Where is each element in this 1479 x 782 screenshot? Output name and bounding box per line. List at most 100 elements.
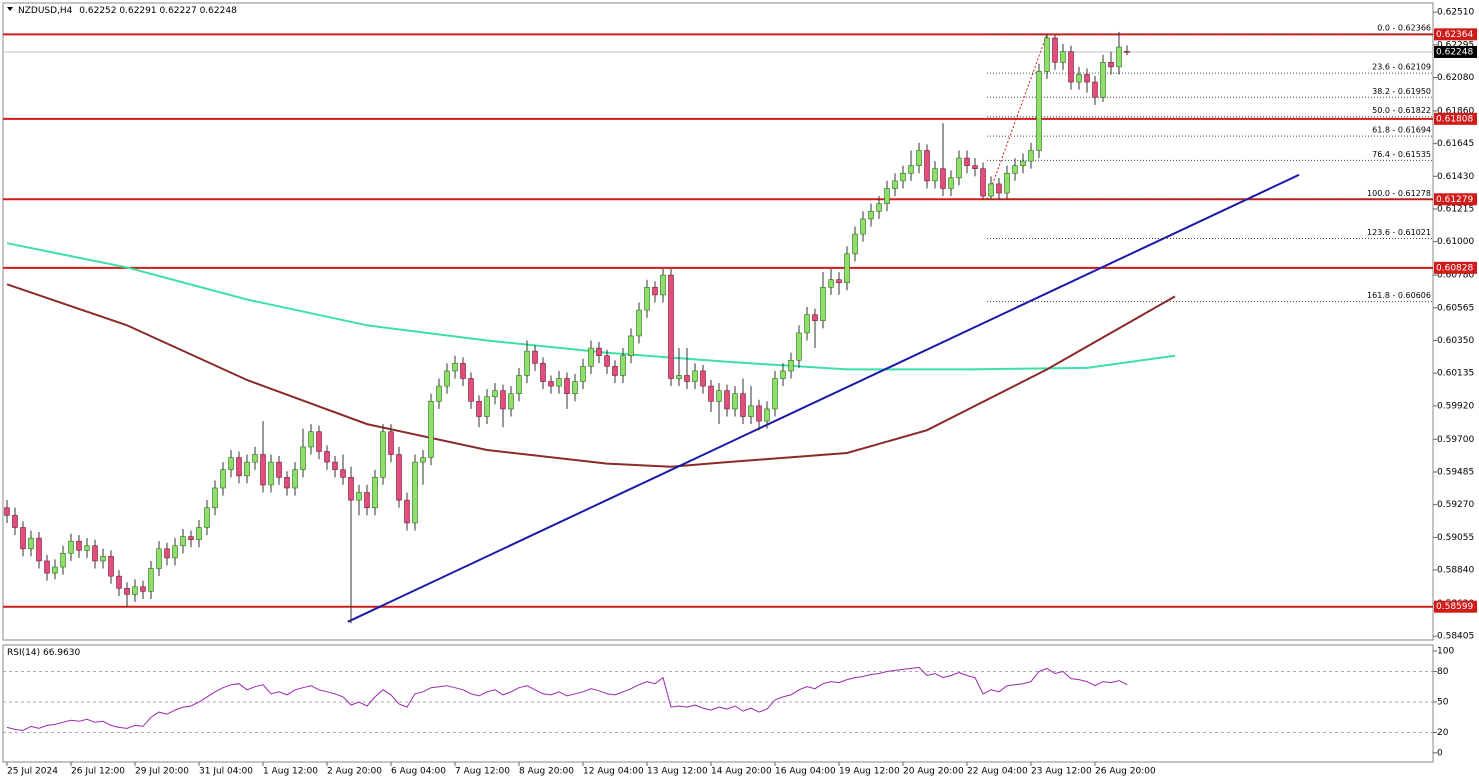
candle-body xyxy=(444,370,450,387)
fib-label: 76.4 - 0.61535 xyxy=(1372,150,1431,159)
candle-body xyxy=(1092,81,1098,98)
candle-body xyxy=(932,168,938,182)
candle-body xyxy=(148,568,154,592)
rsi-name: RSI(14) xyxy=(7,648,40,658)
candle-body xyxy=(428,401,434,458)
candle-body xyxy=(452,363,458,372)
candle-body xyxy=(108,556,114,577)
x-tick-label: 1 Aug 12:00 xyxy=(263,767,318,777)
candle-body xyxy=(1116,46,1122,68)
candle-body xyxy=(116,575,122,589)
candle-body xyxy=(460,363,466,379)
candle-body xyxy=(780,370,786,379)
candle-body xyxy=(612,366,618,376)
candle-body xyxy=(772,378,778,410)
y-tick-label: 0.60350 xyxy=(1437,336,1474,346)
candle-body xyxy=(284,477,290,489)
candle-body xyxy=(508,393,514,410)
candle-body xyxy=(76,540,82,551)
candle-body xyxy=(484,396,490,417)
candle-body xyxy=(1084,74,1090,83)
x-tick-label: 25 Jul 2024 xyxy=(7,767,58,777)
candle-body xyxy=(180,536,186,547)
candle-body xyxy=(884,188,890,204)
rsi-tick-label: 50 xyxy=(1437,697,1449,707)
candle-body xyxy=(620,355,626,376)
y-tick-label: 0.60135 xyxy=(1437,369,1474,379)
candle-body xyxy=(900,172,906,182)
candle-body xyxy=(236,457,242,477)
rsi-frame xyxy=(2,644,1434,763)
x-tick-label: 6 Aug 04:00 xyxy=(391,767,446,777)
candle-body xyxy=(20,527,26,550)
candle-body xyxy=(660,274,666,296)
candle-body xyxy=(580,366,586,382)
symbol: NZDUSD,H4 xyxy=(18,6,73,16)
candle-body xyxy=(12,515,18,528)
x-tick-label: 19 Aug 12:00 xyxy=(839,767,900,777)
candle-body xyxy=(980,168,986,197)
candle-body xyxy=(380,431,386,478)
candle-body xyxy=(188,536,194,540)
open: 0.62252 xyxy=(79,6,116,16)
candle-body xyxy=(732,393,738,410)
candle-body xyxy=(532,350,538,364)
y-tick-label: 0.59055 xyxy=(1437,533,1474,543)
candle-body xyxy=(972,165,978,170)
candle-body xyxy=(692,370,698,382)
fib-label: 161.8 - 0.60606 xyxy=(1367,291,1431,300)
level-label: 0.61808 xyxy=(1436,114,1473,124)
x-tick-label: 22 Aug 04:00 xyxy=(967,767,1028,777)
level-label: 0.62364 xyxy=(1436,30,1473,40)
current-price-label: 0.62248 xyxy=(1436,47,1473,57)
level-label-box xyxy=(1434,112,1477,125)
candle-body xyxy=(1100,61,1106,98)
x-tick-label: 13 Aug 12:00 xyxy=(647,767,708,777)
candle-body xyxy=(468,378,474,402)
candle-body xyxy=(844,253,850,284)
candle-body xyxy=(348,477,354,501)
candle-body xyxy=(716,390,722,402)
rsi-tick-label: 100 xyxy=(1437,647,1454,657)
candle-body xyxy=(852,233,858,255)
candle-body xyxy=(260,454,266,486)
candle-body xyxy=(996,183,1002,194)
candle-body xyxy=(548,381,554,387)
candle-body xyxy=(748,405,754,417)
candle-body xyxy=(588,347,594,367)
fib-label: 23.6 - 0.62109 xyxy=(1372,63,1431,72)
candle-body xyxy=(36,537,42,562)
candle-body xyxy=(940,168,946,189)
candle-body xyxy=(396,454,402,501)
rsi-header: RSI(14) 66.9630 xyxy=(7,648,80,658)
level-label-box xyxy=(1434,193,1477,206)
candle-body xyxy=(52,566,58,574)
candle-body xyxy=(964,157,970,166)
fib-label: 100.0 - 0.61278 xyxy=(1367,189,1431,198)
candle-body xyxy=(756,405,762,422)
candle-body xyxy=(676,375,682,379)
fib-label: 38.2 - 0.61950 xyxy=(1372,87,1431,96)
candle-body xyxy=(1060,51,1066,63)
candle-body xyxy=(124,588,130,595)
candle-body xyxy=(948,177,954,189)
candle-body xyxy=(436,385,442,402)
candle-body xyxy=(876,203,882,212)
candle-body xyxy=(868,210,874,220)
y-tick-label: 0.58405 xyxy=(1437,632,1474,642)
candle-body xyxy=(628,335,634,357)
candle-body xyxy=(516,375,522,395)
candle-body xyxy=(1036,71,1042,151)
x-tick-label: 7 Aug 12:00 xyxy=(455,767,510,777)
candle-body xyxy=(60,553,66,568)
candle-body xyxy=(796,332,802,361)
candle-body xyxy=(492,390,498,398)
candle-body xyxy=(68,540,74,554)
y-tick-label: 0.62080 xyxy=(1437,73,1474,83)
candle-body xyxy=(652,286,658,296)
candle-body xyxy=(1052,37,1058,63)
x-tick-label: 12 Aug 04:00 xyxy=(583,767,644,777)
candle-body xyxy=(364,492,370,509)
level-label-box xyxy=(1434,600,1477,613)
